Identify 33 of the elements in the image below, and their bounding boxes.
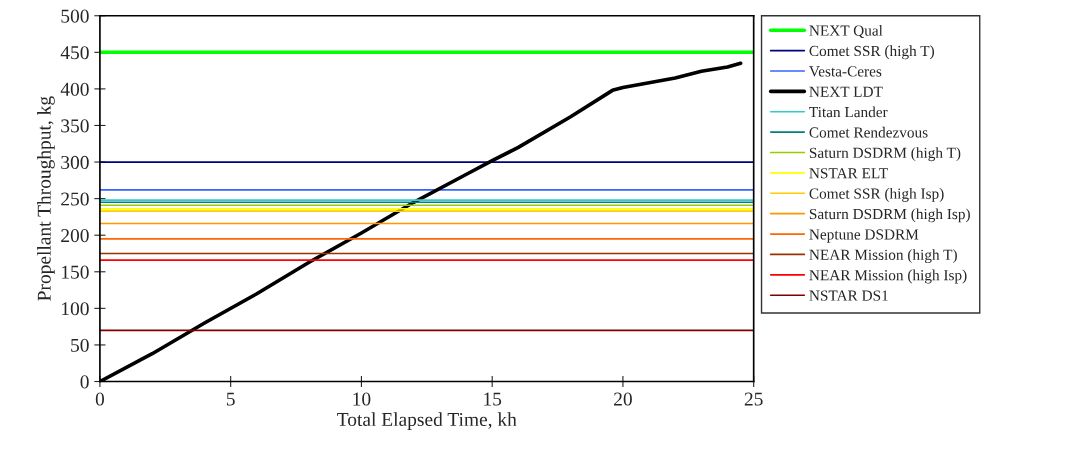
legend-label: NEAR Mission (high Isp) [809,269,967,284]
y-axis-title: Propellant Throughput, kg [37,96,55,301]
x-axis-title: Total Elapsed Time, kh [337,412,517,430]
x-tick-label: 0 [95,392,105,406]
legend-label: NEAR Mission (high T) [809,249,957,264]
x-tick-label: 10 [353,392,371,406]
legend-label: NSTAR DS1 [809,290,888,301]
x-tick-label: 15 [484,392,502,406]
y-tick-label: 400 [60,82,89,96]
legend-label: Saturn DSDRM (high Isp) [809,208,970,223]
legend-label: Vesta-Ceres [809,66,882,77]
x-tick-label: 25 [744,392,763,406]
x-tick-label: 20 [614,392,632,406]
legend-label: Comet Rendezvous [809,126,928,138]
legend-label: NEXT Qual [809,25,883,39]
legend-label: Comet SSR (high T) [809,45,934,60]
legend-label: NSTAR ELT [809,168,888,179]
y-tick-label: 250 [61,192,89,206]
y-tick-label: 0 [80,375,89,389]
legend-label: Neptune DSDRM [809,229,919,243]
legend-label: Titan Lander [809,106,888,118]
y-tick-label: 300 [61,155,89,169]
y-tick-label: 100 [62,302,89,316]
y-tick-label: 150 [62,265,89,279]
y-tick-label: 500 [61,9,89,23]
y-tick-label: 450 [60,46,89,60]
y-tick-label: 350 [61,119,89,133]
legend-label: NEXT LDT [809,86,883,97]
y-tick-label: 50 [71,338,89,352]
y-tick-label: 200 [61,229,89,243]
x-tick-label: 5 [226,392,235,406]
legend-label: Comet SSR (high Isp) [809,188,944,202]
legend-label: Saturn DSDRM (high T) [809,147,961,162]
